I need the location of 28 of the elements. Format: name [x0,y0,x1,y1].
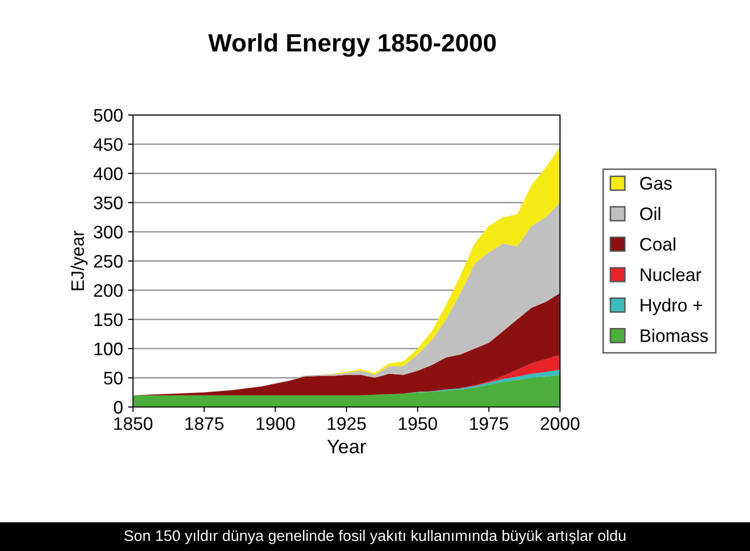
y-tick-label: 300 [94,226,123,239]
x-axis-title: Year [327,440,366,454]
legend-label: Coal [640,237,676,251]
y-tick-label: 450 [94,138,123,151]
y-tick-label: 500 [94,108,123,122]
y-tick-label: 0 [114,400,123,414]
x-tick-label: 1975 [470,417,508,430]
y-tick-label: 250 [94,254,123,268]
y-tick-label: 400 [94,167,123,180]
x-tick-label: 2000 [540,417,580,430]
legend-label: Nuclear [640,268,702,282]
y-tick-label: 200 [94,284,123,297]
text: Son 150 yıldır dünya genelinde fosil yakıtı kullanımında büyük artışlar oldu [124,530,626,544]
y-tick-label: 350 [94,196,123,210]
y-tick-label: 50 [104,372,123,385]
legend-label: Gas [640,176,672,190]
legend-label: Hydro + [640,298,702,316]
x-tick-label: 1900 [256,417,295,430]
x-tick-label: 1850 [114,417,152,430]
x-tick-label: 1875 [185,417,224,430]
legend-label: Biomass [640,328,708,342]
legend-label: Oil [640,206,660,220]
x-tick-label: 1925 [328,417,366,430]
y-axis-title: EJ/year [70,230,88,290]
x-tick-label: 1950 [398,417,438,430]
y-tick-label: 150 [94,313,123,326]
chart-title: World Energy 1850-2000 [208,33,496,57]
y-tick-label: 100 [94,342,123,356]
